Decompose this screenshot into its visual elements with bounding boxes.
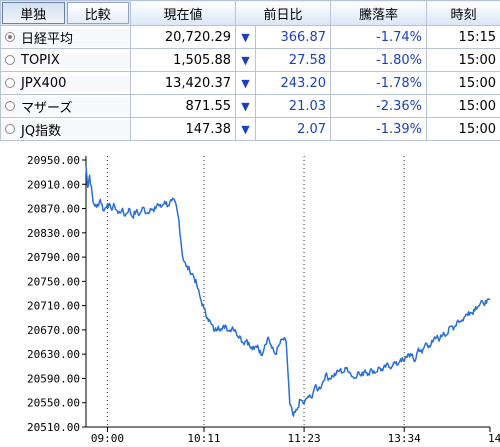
change-cell: 27.58: [256, 49, 331, 72]
price-cell: 147.38: [131, 118, 236, 141]
time-cell: 15:00: [427, 49, 500, 72]
radio-unselected-icon[interactable]: [5, 78, 15, 88]
down-arrow-icon: ▼: [236, 95, 256, 118]
change-cell: 366.87: [256, 26, 331, 49]
time-cell: 15:00: [427, 72, 500, 95]
price-cell: 1,505.88: [131, 49, 236, 72]
chart-svg: 20950.00 20910.00 20870.00 20830.00 20790.00…: [0, 147, 500, 447]
x-tick-label: 14:: [488, 432, 500, 445]
y-tick-label: 20670.00: [27, 324, 80, 337]
y-tick-label: 20510.00: [27, 421, 80, 434]
mode-toggle: 単独 比較: [1, 1, 131, 26]
y-tick-label: 20830.00: [27, 227, 80, 240]
index-name: JPX400: [21, 76, 66, 91]
radio-selected-icon[interactable]: [5, 32, 15, 42]
percent-cell: -1.74%: [331, 26, 427, 49]
index-name-cell[interactable]: JQ指数: [1, 118, 131, 141]
x-tick-label: 13:34: [388, 432, 421, 445]
table-row[interactable]: JQ指数 147.38 ▼ 2.07 -1.39% 15:00: [1, 118, 500, 141]
time-cell: 15:15: [427, 26, 500, 49]
percent-cell: -1.78%: [331, 72, 427, 95]
price-cell: 871.55: [131, 95, 236, 118]
x-tick-label: 11:23: [288, 432, 321, 445]
y-tick-label: 20790.00: [27, 251, 80, 264]
index-name: TOPIX: [21, 53, 60, 68]
table-row[interactable]: TOPIX 1,505.88 ▼ 27.58 -1.80% 15:00: [1, 49, 500, 72]
compare-mode-button[interactable]: 比較: [67, 2, 130, 24]
percent-cell: -1.39%: [331, 118, 427, 141]
y-tick-label: 20630.00: [27, 348, 80, 361]
time-cell: 15:00: [427, 118, 500, 141]
y-tick-label: 20710.00: [27, 300, 80, 313]
change-cell: 243.20: [256, 72, 331, 95]
index-name: 日経平均: [21, 28, 73, 47]
y-tick-label: 20950.00: [27, 154, 80, 167]
index-name-cell[interactable]: 日経平均: [1, 26, 131, 49]
table-header: 単独 比較 現在値 前日比 騰落率 時刻: [1, 1, 500, 26]
change-cell: 21.03: [256, 95, 331, 118]
index-name: JQ指数: [21, 120, 61, 139]
y-tick-label: 20870.00: [27, 203, 80, 216]
radio-unselected-icon[interactable]: [5, 124, 15, 134]
down-arrow-icon: ▼: [236, 118, 256, 141]
price-column-header: 現在値: [131, 1, 236, 26]
index-name-cell[interactable]: JPX400: [1, 72, 131, 95]
index-table: 単独 比較 現在値 前日比 騰落率 時刻 日経平均 20,720.29 ▼ 36…: [0, 0, 500, 141]
price-series-line: [86, 166, 490, 416]
price-cell: 20,720.29: [131, 26, 236, 49]
x-tick-label: 10:11: [187, 432, 220, 445]
index-name: マザーズ: [21, 97, 72, 116]
price-cell: 13,420.37: [131, 72, 236, 95]
y-tick-label: 20550.00: [27, 397, 80, 410]
down-arrow-icon: ▼: [236, 72, 256, 95]
down-arrow-icon: ▼: [236, 26, 256, 49]
radio-unselected-icon[interactable]: [5, 101, 15, 111]
y-tick-label: 20750.00: [27, 275, 80, 288]
index-name-cell[interactable]: マザーズ: [1, 95, 131, 118]
percent-cell: -1.80%: [331, 49, 427, 72]
change-cell: 2.07: [256, 118, 331, 141]
table-row[interactable]: マザーズ 871.55 ▼ 21.03 -2.36% 15:00: [1, 95, 500, 118]
y-tick-label: 20910.00: [27, 178, 80, 191]
single-mode-button[interactable]: 単独: [2, 2, 65, 24]
index-name-cell[interactable]: TOPIX: [1, 49, 131, 72]
table-row[interactable]: 日経平均 20,720.29 ▼ 366.87 -1.74% 15:15: [1, 26, 500, 49]
time-column-header: 時刻: [427, 1, 500, 26]
intraday-chart: 20950.00 20910.00 20870.00 20830.00 20790.00…: [0, 147, 500, 447]
y-tick-label: 20590.00: [27, 372, 80, 385]
percent-column-header: 騰落率: [331, 1, 427, 26]
percent-cell: -2.36%: [331, 95, 427, 118]
down-arrow-icon: ▼: [236, 49, 256, 72]
change-column-header: 前日比: [236, 1, 331, 26]
radio-unselected-icon[interactable]: [5, 55, 15, 65]
x-tick-label: 09:00: [91, 432, 124, 445]
table-row[interactable]: JPX400 13,420.37 ▼ 243.20 -1.78% 15:00: [1, 72, 500, 95]
time-cell: 15:00: [427, 95, 500, 118]
